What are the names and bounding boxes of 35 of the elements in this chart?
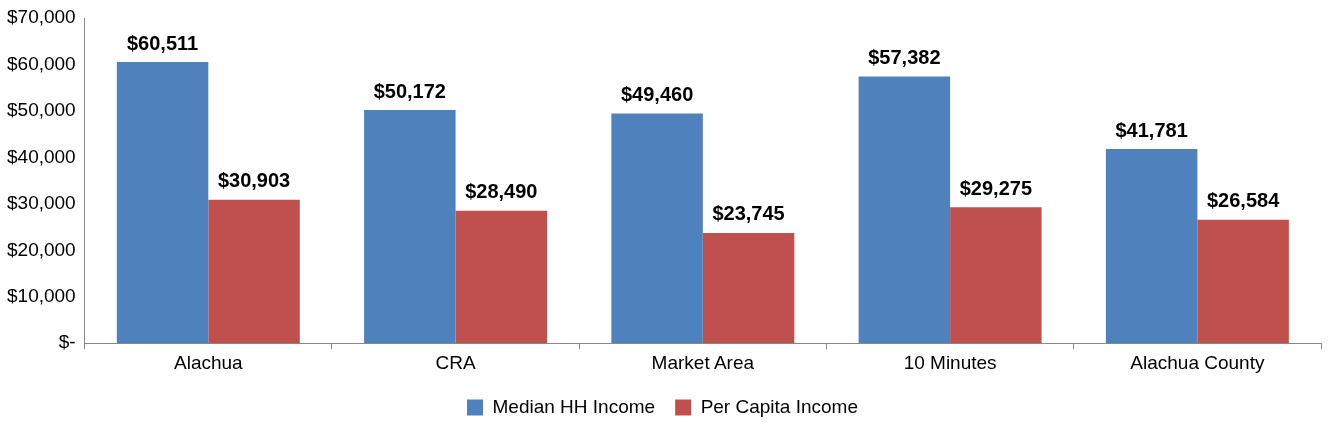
bar: [116, 62, 209, 344]
data-label: $50,172: [373, 79, 446, 102]
data-label: $30,903: [217, 169, 291, 192]
bar: [208, 199, 300, 344]
x-tick-label: Market Area: [651, 351, 755, 373]
y-tick-label: $70,000: [6, 6, 76, 28]
bar: [858, 76, 951, 344]
x-tick-label: 10 Minutes: [903, 351, 997, 373]
y-tick-label: $40,000: [6, 145, 76, 167]
bar: [455, 210, 548, 344]
data-label: $49,460: [620, 82, 694, 105]
data-label: $29,275: [959, 176, 1032, 199]
legend-label: Median HH Income: [492, 395, 656, 417]
bar: [611, 113, 703, 344]
data-label: $41,781: [1115, 118, 1188, 141]
y-tick-label: $50,000: [6, 99, 76, 121]
bar: [364, 110, 456, 344]
x-tick-label: Alachua: [173, 351, 244, 373]
data-label: $23,745: [712, 202, 785, 225]
bar: [702, 232, 795, 344]
y-tick-label: $20,000: [6, 238, 76, 260]
y-tick-label: $60,000: [6, 52, 76, 74]
data-label: $57,382: [868, 46, 941, 69]
y-tick-label: $30,000: [6, 192, 76, 214]
data-label: $60,511: [126, 31, 199, 54]
x-tick-label: CRA: [435, 351, 476, 373]
y-tick-label: $-: [58, 331, 76, 353]
x-tick-label: Alachua County: [1130, 351, 1265, 373]
y-tick-label: $10,000: [6, 284, 76, 306]
data-label: $28,490: [465, 180, 538, 203]
bar: [1105, 149, 1198, 344]
legend-label: Per Capita Income: [700, 395, 858, 417]
bar: [950, 207, 1042, 344]
data-label: $26,584: [1206, 189, 1281, 212]
bar: [1197, 219, 1289, 344]
